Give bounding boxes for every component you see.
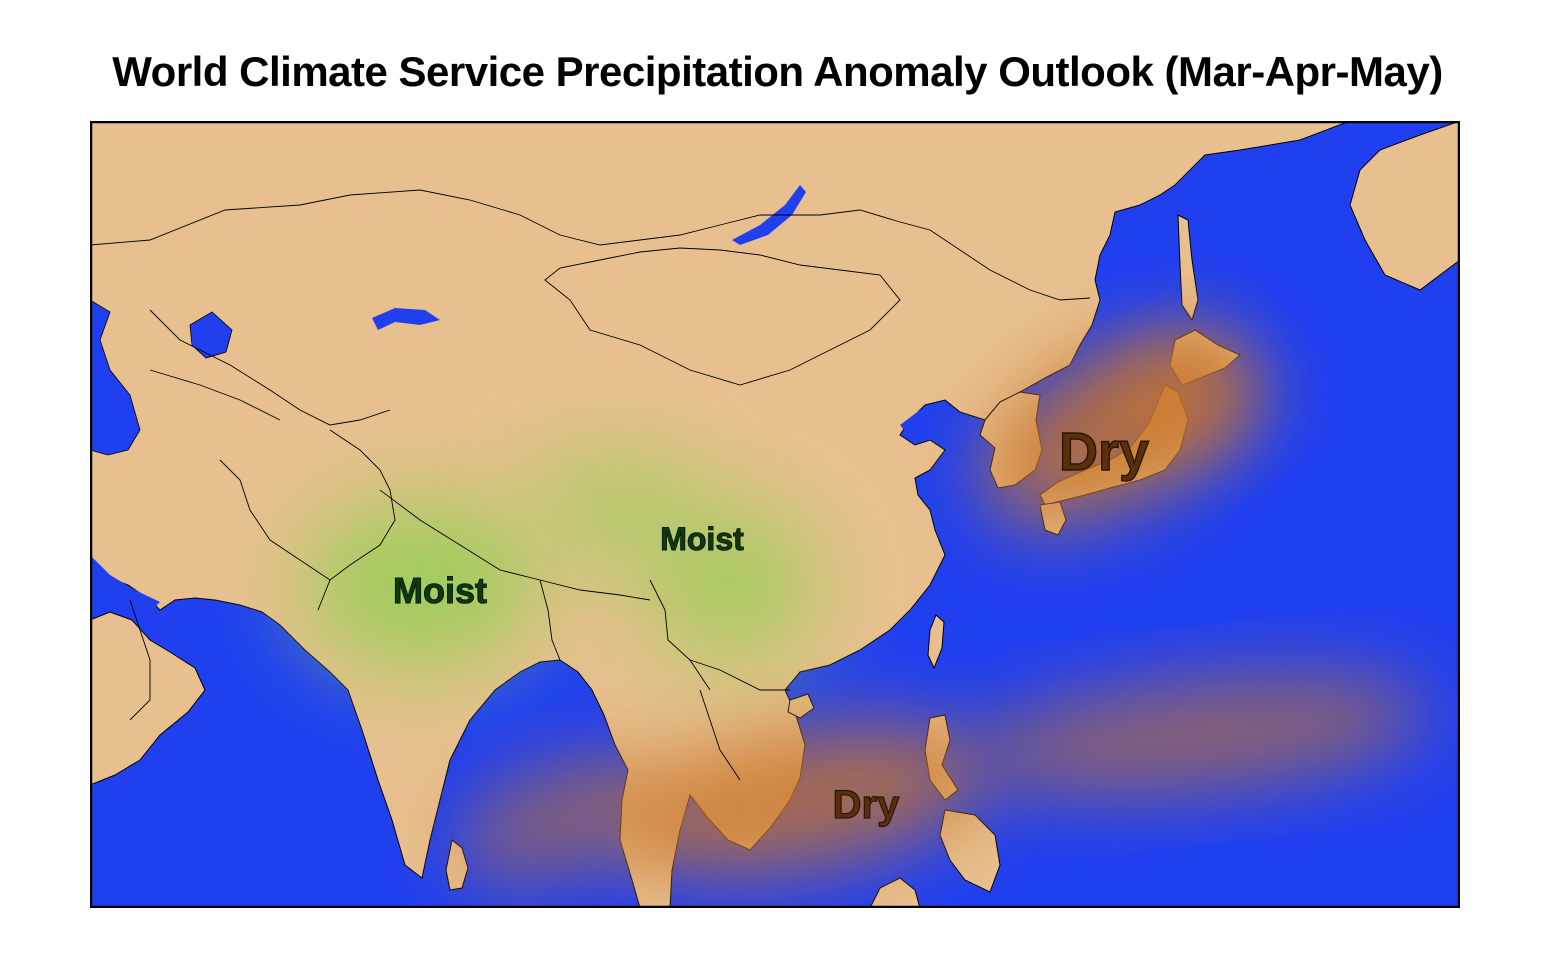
label-dry-southeast-asia: Dry <box>833 783 900 827</box>
anomaly-layer <box>300 334 1429 884</box>
borneo <box>869 877 921 908</box>
lake-balkhash <box>372 308 440 330</box>
map-border <box>90 121 1460 908</box>
philippines-south <box>939 809 1001 893</box>
label-moist-china: Moist <box>660 521 744 557</box>
kamchatka <box>1349 121 1460 291</box>
label-moist-india: Moist <box>393 570 487 611</box>
moist-anomaly-yunnan <box>640 505 820 665</box>
caspian-sea <box>90 299 141 456</box>
arabia <box>90 611 206 786</box>
dry-anomaly-indochina <box>612 723 988 877</box>
map: Moist Moist Dry Dry <box>90 121 1460 908</box>
bohai-sea <box>900 405 948 440</box>
hainan <box>787 693 815 719</box>
dry-anomaly-bay-of-bengal <box>454 756 666 884</box>
country-borders <box>90 189 1091 781</box>
moist-anomaly-india <box>300 500 540 670</box>
dry-anomaly-pacific <box>971 675 1429 795</box>
label-dry-japan: Dry <box>1059 422 1149 482</box>
dry-anomaly-japan-east <box>1128 340 1262 460</box>
aral-sea <box>189 311 233 359</box>
map-title: World Climate Service Precipitation Anom… <box>112 48 1443 95</box>
sakhalin <box>1177 214 1199 322</box>
taiwan <box>927 614 945 670</box>
persian-gulf <box>90 555 160 612</box>
